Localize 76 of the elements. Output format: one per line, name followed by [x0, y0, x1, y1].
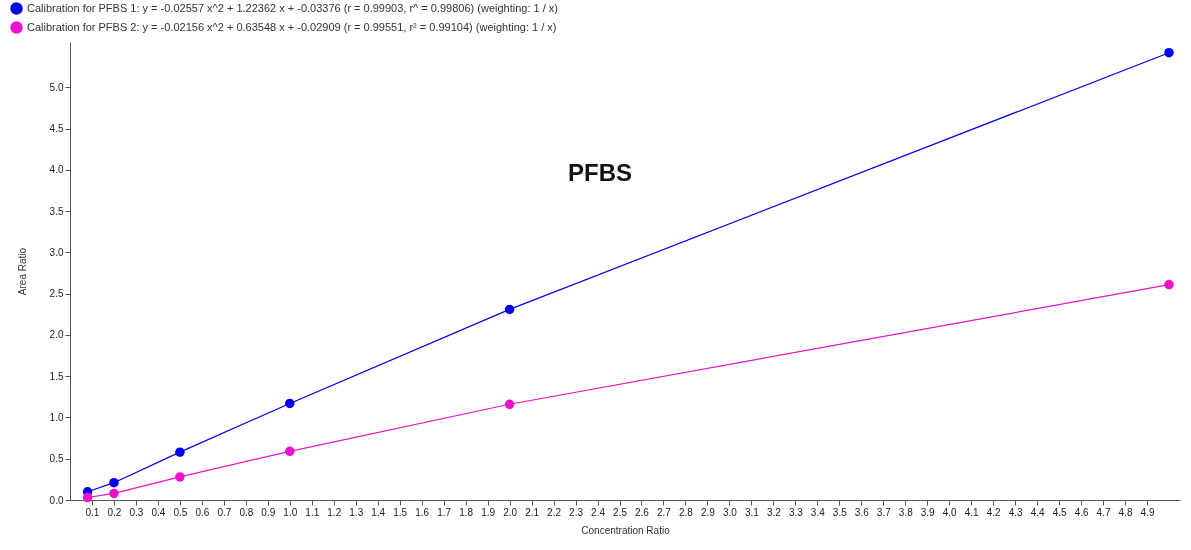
point: [82, 492, 93, 503]
y-tick-label: 2.0: [49, 329, 64, 341]
y-tick-label: 4.5: [49, 123, 64, 135]
x-tick-label: 3.3: [788, 506, 804, 518]
y-axis-title: Area Ratio: [16, 247, 28, 296]
legend-label: Calibration for PFBS 2: y = -0.02156 x^2 + 0.63548 x + -0.02909 (r = 0.99551, r² = 0.99104) (weighting: 1 / x): [27, 20, 557, 33]
point: [285, 446, 295, 457]
x-tick-label: 1.4: [371, 506, 386, 518]
x-tick-label: 2.2: [547, 506, 562, 518]
x-tick-label: 0.5: [173, 506, 188, 518]
point: [1164, 47, 1174, 58]
x-axis-title: Concentration Ratio: [581, 524, 671, 536]
y-tick-label: 2.5: [49, 288, 64, 300]
point: [109, 488, 119, 499]
x-tick-label: 1.1: [305, 506, 320, 518]
x-tick-label: 4.4: [1030, 506, 1046, 518]
x-tick-label: 4.0: [942, 506, 958, 518]
y-tick-label: 1.5: [49, 370, 64, 382]
x-tick-label: 3.1: [744, 506, 760, 518]
x-tick-label: 0.2: [107, 506, 122, 518]
legend-label: Calibration for PFBS 1: y = -0.02557 x^2 + 1.22362 x + -0.03376 (r = 0.99903, r^ = 0.99806) (weighting: 1 / x): [27, 1, 558, 14]
x-tick-label: 1.5: [393, 506, 408, 518]
point: [175, 472, 185, 482]
x-tick-label: 2.9: [700, 506, 716, 518]
x-tick-label: 1.7: [437, 506, 452, 518]
x-tick-label: 0.3: [129, 506, 144, 518]
x-tick-label: 0.9: [261, 506, 276, 518]
x-tick-label: 4.9: [1140, 506, 1155, 518]
x-tick-label: 3.5: [832, 506, 848, 518]
x-tick-label: 0.7: [217, 506, 232, 518]
x-tick-label: 3.4: [810, 506, 826, 518]
y-tick-label: 3.5: [49, 205, 64, 217]
point: [109, 477, 119, 488]
point: [1164, 279, 1174, 290]
x-tick-label: 4.7: [1096, 506, 1111, 518]
x-tick-label: 3.2: [766, 506, 782, 518]
x-tick-label: 2.4: [591, 506, 606, 518]
x-tick-label: 1.6: [415, 506, 430, 518]
point: [175, 447, 185, 457]
y-tick-label: 0.0: [49, 494, 64, 506]
y-tick-label: 4.0: [49, 164, 64, 176]
y-tick-label: 0.5: [49, 453, 64, 465]
x-tick-label: 0.4: [151, 506, 166, 518]
x-tick-label: 0.6: [195, 506, 210, 518]
x-tick-label: 1.2: [327, 506, 342, 518]
x-tick-label: 3.9: [920, 506, 936, 518]
x-tick-label: 3.7: [876, 506, 892, 518]
x-tick-label: 0.8: [239, 506, 254, 518]
point: [504, 399, 515, 410]
x-tick-label: 2.8: [678, 506, 694, 518]
x-tick-label: 4.1: [964, 506, 980, 518]
x-tick-label: 1.8: [459, 506, 474, 518]
x-tick-label: 2.3: [569, 506, 584, 518]
x-tick-label: 3.8: [898, 506, 914, 518]
point: [504, 304, 515, 315]
x-tick-label: 2.1: [525, 506, 540, 518]
x-tick-label: 2.5: [613, 506, 628, 518]
x-tick-label: 4.2: [986, 506, 1002, 518]
x-tick-label: 2.0: [503, 506, 518, 518]
point: [285, 398, 295, 409]
annotation: PFBS: [567, 159, 633, 186]
x-tick-label: 0.1: [85, 506, 100, 518]
x-tick-label: 4.8: [1118, 506, 1133, 518]
x-tick-label: 1.3: [349, 506, 364, 518]
x-tick-label: 3.6: [854, 506, 870, 518]
y-tick-label: 3.0: [49, 246, 64, 258]
x-tick-label: 1.9: [481, 506, 496, 518]
y-tick-label: 1.0: [49, 411, 64, 423]
x-tick-label: 4.5: [1052, 506, 1067, 518]
x-tick-label: 2.7: [657, 506, 672, 518]
x-tick-label: 4.3: [1008, 506, 1024, 518]
x-tick-label: 1.0: [283, 506, 298, 518]
x-tick-label: 3.0: [722, 506, 738, 518]
y-tick-label: 5.0: [49, 81, 64, 93]
x-tick-label: 2.6: [635, 506, 650, 518]
x-tick-label: 4.6: [1074, 506, 1089, 518]
